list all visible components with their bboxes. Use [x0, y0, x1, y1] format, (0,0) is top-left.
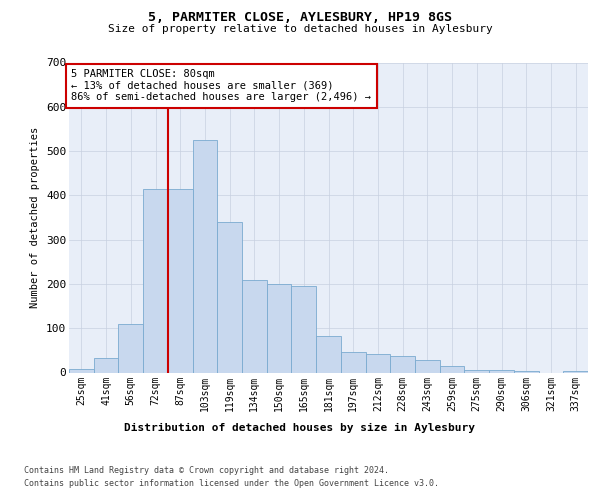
- Bar: [316, 336, 341, 372]
- Bar: [464, 370, 489, 372]
- Bar: [69, 369, 94, 372]
- Text: Contains HM Land Registry data © Crown copyright and database right 2024.: Contains HM Land Registry data © Crown c…: [24, 466, 389, 475]
- Bar: [563, 370, 588, 372]
- Bar: [267, 284, 292, 372]
- Bar: [514, 370, 539, 372]
- Text: Distribution of detached houses by size in Aylesbury: Distribution of detached houses by size …: [125, 422, 476, 432]
- Text: 5, PARMITER CLOSE, AYLESBURY, HP19 8GS: 5, PARMITER CLOSE, AYLESBURY, HP19 8GS: [148, 11, 452, 24]
- Bar: [489, 370, 514, 372]
- Bar: [217, 222, 242, 372]
- Bar: [390, 356, 415, 372]
- Bar: [242, 280, 267, 372]
- Bar: [292, 286, 316, 372]
- Bar: [440, 366, 464, 372]
- Text: Contains public sector information licensed under the Open Government Licence v3: Contains public sector information licen…: [24, 479, 439, 488]
- Bar: [193, 140, 217, 372]
- Bar: [143, 188, 168, 372]
- Text: 5 PARMITER CLOSE: 80sqm
← 13% of detached houses are smaller (369)
86% of semi-d: 5 PARMITER CLOSE: 80sqm ← 13% of detache…: [71, 69, 371, 102]
- Bar: [168, 188, 193, 372]
- Bar: [415, 360, 440, 372]
- Bar: [118, 324, 143, 372]
- Bar: [341, 352, 365, 372]
- Bar: [365, 354, 390, 372]
- Y-axis label: Number of detached properties: Number of detached properties: [31, 127, 40, 308]
- Text: Size of property relative to detached houses in Aylesbury: Size of property relative to detached ho…: [107, 24, 493, 34]
- Bar: [94, 358, 118, 372]
